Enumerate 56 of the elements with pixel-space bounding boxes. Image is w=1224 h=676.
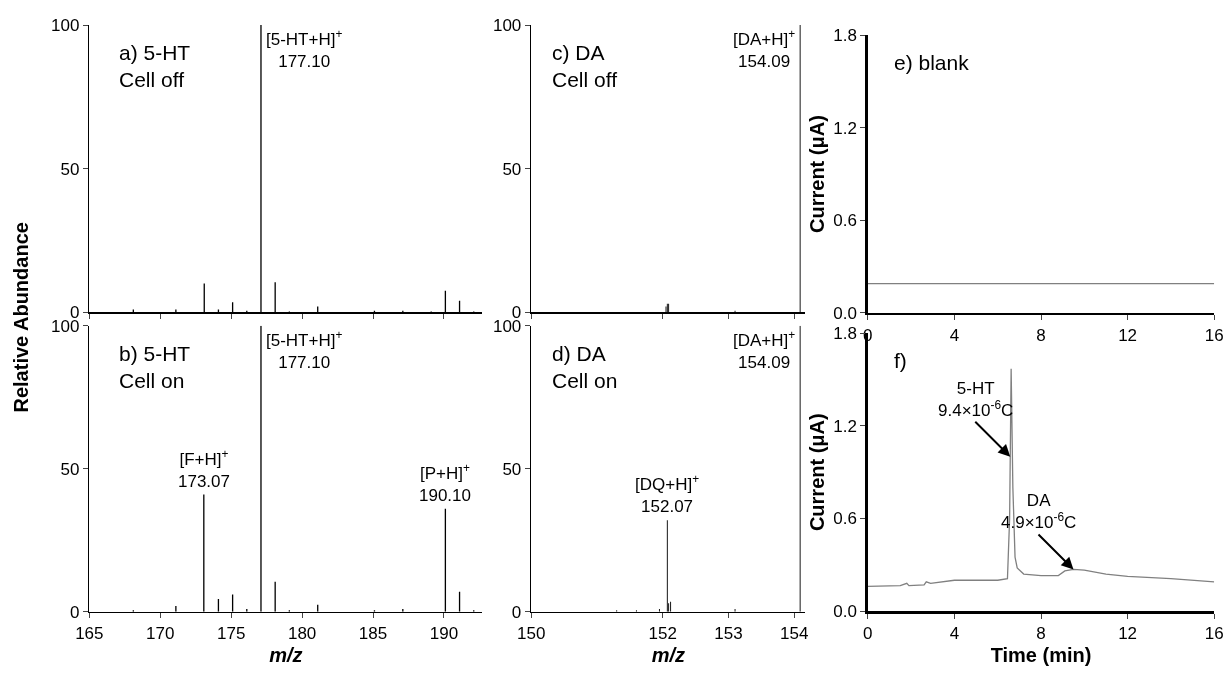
x-tick-label: 8 xyxy=(1036,624,1046,643)
y-axis-title: Relative Abundance xyxy=(10,222,33,413)
x-tick-label: 0 xyxy=(863,624,873,643)
y-tick-label: 0 xyxy=(69,602,80,622)
annotation: [DQ+H]$^{+}$ 152.07 xyxy=(635,472,700,517)
x-tick-label: 8 xyxy=(1036,325,1046,345)
x-tick-label: 154 xyxy=(780,623,809,643)
annotation: 5-HT 9.4×10$^{-6}$C xyxy=(938,379,1014,421)
x-tick-label: 165 xyxy=(75,623,104,643)
text: d) DA Cell on xyxy=(552,342,618,393)
x-tick-label: 12 xyxy=(1118,325,1138,345)
y-tick-label: 100 xyxy=(51,15,80,35)
y-tick-label: 1.8 xyxy=(833,26,857,46)
x-tick-label: 16 xyxy=(1204,325,1224,345)
x-tick-label: 180 xyxy=(287,623,317,643)
x-tick-label: 16 xyxy=(1204,624,1224,643)
y-tick-label: 0.6 xyxy=(833,211,857,231)
annotation: [5-HT+H]$^{+}$ 177.10 xyxy=(266,328,343,373)
y-tick-label: 0 xyxy=(511,602,522,622)
text: e) blank xyxy=(894,51,970,74)
y-tick-label: 0.0 xyxy=(833,602,857,622)
y-tick-label: 50 xyxy=(502,159,522,179)
annotation: DA 4.9×10$^{-6}$C xyxy=(1001,491,1077,533)
y-tick-label: 50 xyxy=(60,159,80,179)
x-axis-title: m/z xyxy=(651,643,685,666)
y-tick-label: 0.0 xyxy=(833,303,857,323)
annotation: [DA+H]$^{+}$ 154.09 xyxy=(733,328,796,373)
text: c) DA Cell off xyxy=(552,41,618,92)
y-axis-title: Current (μA) xyxy=(805,115,828,233)
y-axis-title: Current (μA) xyxy=(805,413,828,532)
text: a) 5-HT Cell off xyxy=(119,41,191,92)
y-tick-label: 100 xyxy=(492,15,522,35)
annotation: [5-HT+H]$^{+}$ 177.10 xyxy=(266,27,343,72)
x-tick-label: 150 xyxy=(517,623,546,643)
x-tick-label: 185 xyxy=(358,623,388,643)
x-tick-label: 4 xyxy=(949,624,960,643)
annotation: [P+H]$^{+}$ 190.10 xyxy=(419,461,471,506)
x-tick-label: 175 xyxy=(217,623,246,643)
y-tick-label: 1.2 xyxy=(833,416,857,436)
x-axis-title: m/z xyxy=(269,643,303,666)
x-tick-label: 152 xyxy=(648,623,677,643)
x-tick-label: 4 xyxy=(949,325,960,345)
y-tick-label: 50 xyxy=(60,459,80,479)
y-tick-label: 1.8 xyxy=(833,324,857,344)
annotation: [DA+H]$^{+}$ 154.09 xyxy=(733,27,796,72)
annotation: [F+H]$^{+}$ 173.07 xyxy=(178,447,230,492)
x-tick-label: 190 xyxy=(429,623,459,643)
text: f) xyxy=(894,349,907,372)
y-tick-label: 0.6 xyxy=(833,509,857,529)
x-axis-title: Time (min) xyxy=(990,643,1092,666)
y-tick-label: 1.2 xyxy=(833,118,857,138)
y-tick-label: 50 xyxy=(502,459,522,479)
x-tick-label: 12 xyxy=(1118,624,1138,643)
x-tick-label: 153 xyxy=(714,623,743,643)
text: b) 5-HT Cell on xyxy=(119,342,191,393)
x-tick-label: 170 xyxy=(146,623,175,643)
